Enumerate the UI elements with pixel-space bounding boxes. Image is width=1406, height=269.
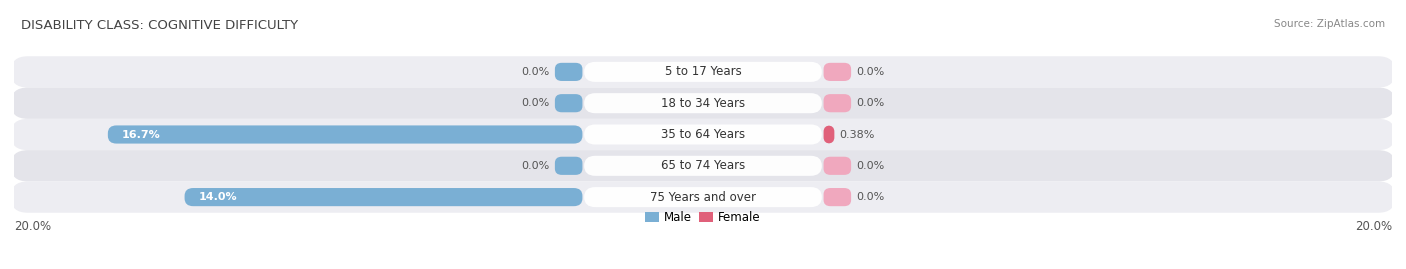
Text: 18 to 34 Years: 18 to 34 Years: [661, 97, 745, 110]
Text: 14.0%: 14.0%: [198, 192, 238, 202]
Text: 0.38%: 0.38%: [839, 129, 875, 140]
FancyBboxPatch shape: [11, 56, 1395, 87]
Text: 0.0%: 0.0%: [522, 98, 550, 108]
FancyBboxPatch shape: [824, 94, 851, 112]
FancyBboxPatch shape: [583, 156, 823, 176]
FancyBboxPatch shape: [11, 182, 1395, 213]
Text: Source: ZipAtlas.com: Source: ZipAtlas.com: [1274, 19, 1385, 29]
FancyBboxPatch shape: [555, 94, 582, 112]
FancyBboxPatch shape: [824, 63, 851, 81]
FancyBboxPatch shape: [583, 125, 823, 144]
FancyBboxPatch shape: [11, 119, 1395, 150]
Text: DISABILITY CLASS: COGNITIVE DIFFICULTY: DISABILITY CLASS: COGNITIVE DIFFICULTY: [21, 19, 298, 32]
Text: 0.0%: 0.0%: [856, 161, 884, 171]
FancyBboxPatch shape: [11, 87, 1395, 119]
FancyBboxPatch shape: [11, 150, 1395, 182]
FancyBboxPatch shape: [108, 125, 582, 144]
Text: 75 Years and over: 75 Years and over: [650, 191, 756, 204]
FancyBboxPatch shape: [583, 187, 823, 207]
FancyBboxPatch shape: [824, 188, 851, 206]
FancyBboxPatch shape: [555, 157, 582, 175]
FancyBboxPatch shape: [555, 63, 582, 81]
Text: 20.0%: 20.0%: [14, 220, 51, 233]
Text: 20.0%: 20.0%: [1355, 220, 1392, 233]
FancyBboxPatch shape: [583, 93, 823, 113]
FancyBboxPatch shape: [583, 62, 823, 82]
FancyBboxPatch shape: [184, 188, 582, 206]
Text: 0.0%: 0.0%: [522, 67, 550, 77]
Text: 65 to 74 Years: 65 to 74 Years: [661, 159, 745, 172]
Text: 0.0%: 0.0%: [522, 161, 550, 171]
Text: 16.7%: 16.7%: [122, 129, 160, 140]
FancyBboxPatch shape: [824, 157, 851, 175]
Legend: Male, Female: Male, Female: [641, 206, 765, 228]
FancyBboxPatch shape: [824, 125, 834, 144]
Text: 0.0%: 0.0%: [856, 192, 884, 202]
Text: 0.0%: 0.0%: [856, 98, 884, 108]
Text: 0.0%: 0.0%: [856, 67, 884, 77]
Text: 5 to 17 Years: 5 to 17 Years: [665, 65, 741, 78]
Text: 35 to 64 Years: 35 to 64 Years: [661, 128, 745, 141]
